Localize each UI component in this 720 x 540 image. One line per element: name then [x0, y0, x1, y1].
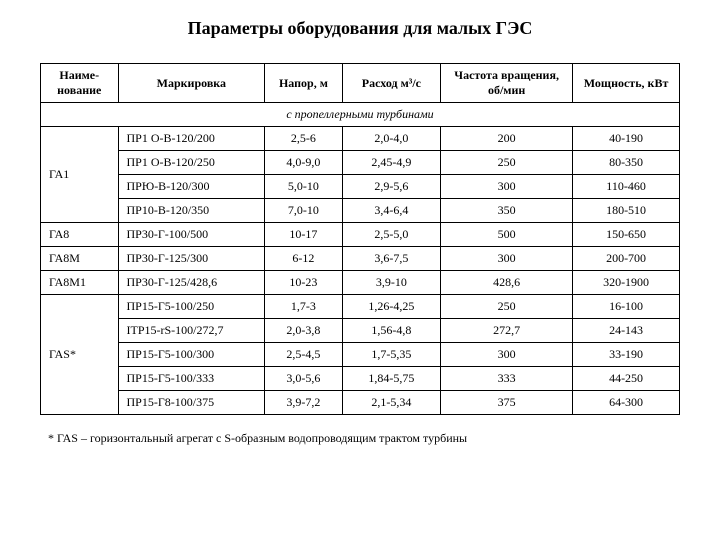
cell-marking: ПР1 О-В-120/200: [118, 127, 265, 151]
cell-value: 150-650: [573, 223, 680, 247]
cell-marking: ПР10-В-120/350: [118, 199, 265, 223]
table-row: ГА8ПР30-Г-100/50010-172,5-5,0500150-650: [41, 223, 680, 247]
cell-value: 1,56-4,8: [342, 319, 440, 343]
cell-value: 3,0-5,6: [265, 367, 343, 391]
table-row: ITP15-rS-100/272,72,0-3,81,56-4,8272,724…: [41, 319, 680, 343]
cell-value: 200-700: [573, 247, 680, 271]
cell-value: 333: [441, 367, 573, 391]
cell-value: 2,0-3,8: [265, 319, 343, 343]
table-row: ПР15-Г5-100/3002,5-4,51,7-5,3530033-190: [41, 343, 680, 367]
cell-marking: ПР15-Г5-100/333: [118, 367, 265, 391]
cell-value: 500: [441, 223, 573, 247]
col-header: Наиме-нование: [41, 64, 119, 103]
cell-marking: ITP15-rS-100/272,7: [118, 319, 265, 343]
cell-value: 80-350: [573, 151, 680, 175]
cell-value: 428,6: [441, 271, 573, 295]
cell-value: 272,7: [441, 319, 573, 343]
cell-value: 44-250: [573, 367, 680, 391]
cell-value: 10-17: [265, 223, 343, 247]
cell-value: 350: [441, 199, 573, 223]
col-header: Мощность, кВт: [573, 64, 680, 103]
cell-value: 375: [441, 391, 573, 415]
cell-marking: ПР15-Г5-100/300: [118, 343, 265, 367]
group-name: ГА8: [41, 223, 119, 247]
cell-marking: ПР15-Г8-100/375: [118, 391, 265, 415]
col-header: Расход м³/с: [342, 64, 440, 103]
table-row: ГА8М1ПР30-Г-125/428,610-233,9-10428,6320…: [41, 271, 680, 295]
cell-value: 5,0-10: [265, 175, 343, 199]
table-row: ПРЮ-В-120/3005,0-102,9-5,6300110-460: [41, 175, 680, 199]
subheader: с пропеллерными турбинами: [41, 103, 680, 127]
table-row: ПР1 О-В-120/2504,0-9,02,45-4,925080-350: [41, 151, 680, 175]
cell-value: 2,5-4,5: [265, 343, 343, 367]
cell-value: 16-100: [573, 295, 680, 319]
group-name: ГА8М1: [41, 271, 119, 295]
page-title: Параметры оборудования для малых ГЭС: [40, 18, 680, 39]
col-header: Маркировка: [118, 64, 265, 103]
cell-value: 10-23: [265, 271, 343, 295]
cell-marking: ПР1 О-В-120/250: [118, 151, 265, 175]
table-row: ПР15-Г8-100/3753,9-7,22,1-5,3437564-300: [41, 391, 680, 415]
cell-value: 2,5-6: [265, 127, 343, 151]
cell-value: 250: [441, 295, 573, 319]
cell-value: 300: [441, 247, 573, 271]
cell-value: 4,0-9,0: [265, 151, 343, 175]
col-header: Напор, м: [265, 64, 343, 103]
cell-value: 3,9-7,2: [265, 391, 343, 415]
cell-value: 180-510: [573, 199, 680, 223]
cell-marking: ПР30-Г-125/428,6: [118, 271, 265, 295]
table-row: ГА1ПР1 О-В-120/2002,5-62,0-4,020040-190: [41, 127, 680, 151]
equipment-table: Наиме-нованиеМаркировкаНапор, мРасход м³…: [40, 63, 680, 415]
table-row: ПР10-В-120/3507,0-103,4-6,4350180-510: [41, 199, 680, 223]
group-name: ГА1: [41, 127, 119, 223]
cell-value: 1,7-5,35: [342, 343, 440, 367]
cell-value: 3,6-7,5: [342, 247, 440, 271]
cell-value: 2,9-5,6: [342, 175, 440, 199]
col-header: Частота вращения, об/мин: [441, 64, 573, 103]
cell-value: 2,45-4,9: [342, 151, 440, 175]
cell-value: 3,9-10: [342, 271, 440, 295]
cell-value: 24-143: [573, 319, 680, 343]
cell-value: 33-190: [573, 343, 680, 367]
cell-value: 320-1900: [573, 271, 680, 295]
cell-value: 7,0-10: [265, 199, 343, 223]
cell-value: 1,7-3: [265, 295, 343, 319]
cell-marking: ПР30-Г-125/300: [118, 247, 265, 271]
table-row: ПР15-Г5-100/3333,0-5,61,84-5,7533344-250: [41, 367, 680, 391]
cell-marking: ПР15-Г5-100/250: [118, 295, 265, 319]
cell-value: 200: [441, 127, 573, 151]
cell-value: 300: [441, 343, 573, 367]
cell-value: 110-460: [573, 175, 680, 199]
cell-value: 6-12: [265, 247, 343, 271]
cell-value: 64-300: [573, 391, 680, 415]
cell-value: 1,84-5,75: [342, 367, 440, 391]
group-name: ГАS*: [41, 295, 119, 415]
cell-value: 250: [441, 151, 573, 175]
table-row: ГА8МПР30-Г-125/3006-123,6-7,5300200-700: [41, 247, 680, 271]
cell-value: 2,1-5,34: [342, 391, 440, 415]
cell-value: 3,4-6,4: [342, 199, 440, 223]
cell-marking: ПРЮ-В-120/300: [118, 175, 265, 199]
group-name: ГА8М: [41, 247, 119, 271]
table-row: ГАS*ПР15-Г5-100/2501,7-31,26-4,2525016-1…: [41, 295, 680, 319]
cell-value: 300: [441, 175, 573, 199]
cell-value: 2,5-5,0: [342, 223, 440, 247]
cell-value: 40-190: [573, 127, 680, 151]
cell-value: 1,26-4,25: [342, 295, 440, 319]
cell-value: 2,0-4,0: [342, 127, 440, 151]
cell-marking: ПР30-Г-100/500: [118, 223, 265, 247]
footnote: * ГАS – горизонтальный агрегат с S-образ…: [40, 431, 680, 446]
